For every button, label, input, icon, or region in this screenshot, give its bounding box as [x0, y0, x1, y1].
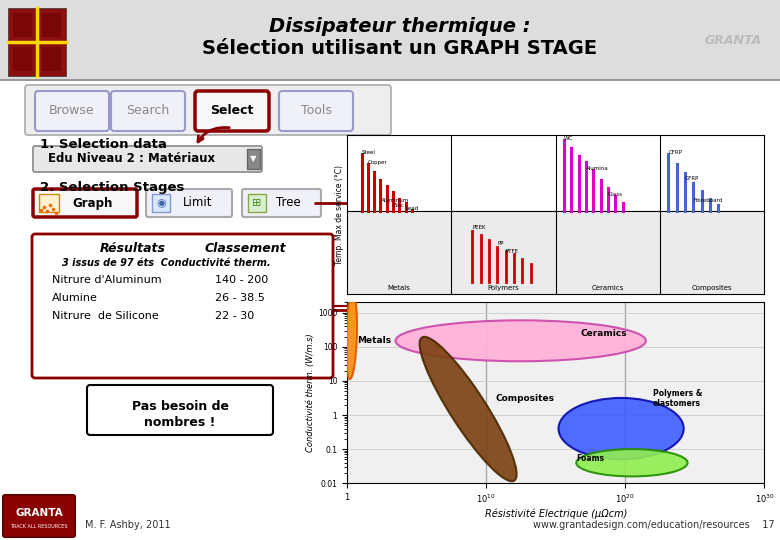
Text: ▼: ▼ — [250, 154, 257, 164]
Text: GRANTA: GRANTA — [15, 508, 63, 518]
FancyBboxPatch shape — [0, 80, 780, 540]
FancyBboxPatch shape — [35, 91, 109, 131]
Y-axis label: Temp. Max de service (°C): Temp. Max de service (°C) — [335, 165, 344, 265]
FancyBboxPatch shape — [242, 189, 321, 217]
FancyBboxPatch shape — [111, 91, 185, 131]
FancyBboxPatch shape — [32, 234, 333, 378]
FancyBboxPatch shape — [247, 149, 260, 169]
Text: Metals: Metals — [388, 285, 411, 291]
Text: Résultats: Résultats — [100, 242, 166, 255]
Text: Classement: Classement — [205, 242, 286, 255]
FancyBboxPatch shape — [146, 189, 232, 217]
Text: 1. Selection data: 1. Selection data — [40, 138, 167, 152]
FancyBboxPatch shape — [42, 47, 61, 71]
Text: Lead: Lead — [406, 206, 419, 211]
Text: Select: Select — [211, 105, 254, 118]
FancyBboxPatch shape — [279, 91, 353, 131]
Text: Aluminum: Aluminum — [381, 198, 409, 203]
Text: Alumine: Alumine — [52, 293, 98, 303]
FancyBboxPatch shape — [42, 13, 61, 37]
Text: Ceramics: Ceramics — [592, 285, 624, 291]
Text: GRANTA: GRANTA — [705, 35, 762, 48]
Text: Limit: Limit — [183, 197, 213, 210]
FancyBboxPatch shape — [87, 385, 273, 435]
Text: 2. Selection Stages: 2. Selection Stages — [40, 181, 184, 194]
Text: 26 - 38.5: 26 - 38.5 — [215, 293, 265, 303]
Text: Alumina: Alumina — [586, 166, 608, 171]
Text: Search: Search — [126, 105, 169, 118]
Text: PTFE: PTFE — [505, 249, 519, 254]
FancyBboxPatch shape — [248, 194, 266, 212]
FancyBboxPatch shape — [13, 13, 32, 37]
Text: Steel: Steel — [362, 150, 376, 155]
Text: Nitrure  de Silicone: Nitrure de Silicone — [52, 311, 159, 321]
FancyBboxPatch shape — [25, 85, 391, 135]
Text: Edu Niveau 2 : Matériaux: Edu Niveau 2 : Matériaux — [48, 152, 215, 165]
Y-axis label: Conductivité therm. (W/m.s): Conductivité therm. (W/m.s) — [307, 334, 315, 452]
Text: GFRP: GFRP — [685, 176, 700, 180]
Text: Pas besoin de: Pas besoin de — [132, 401, 229, 414]
Text: Browse: Browse — [49, 105, 95, 118]
Text: Nitrure d'Aluminum: Nitrure d'Aluminum — [52, 275, 161, 285]
Text: Graph: Graph — [73, 197, 113, 210]
FancyBboxPatch shape — [8, 8, 66, 76]
FancyBboxPatch shape — [152, 194, 170, 212]
Text: 140 - 200: 140 - 200 — [215, 275, 268, 285]
Text: Polymers: Polymers — [488, 285, 519, 291]
Text: Sélection utilisant un GRAPH STAGE: Sélection utilisant un GRAPH STAGE — [203, 39, 597, 58]
Text: Glass: Glass — [608, 192, 623, 197]
Text: www.grantadesign.com/education/resources    17: www.grantadesign.com/education/resources… — [534, 520, 775, 530]
Text: Composites: Composites — [692, 285, 732, 291]
Text: ◉: ◉ — [156, 198, 166, 208]
Text: M. F. Ashby, 2011: M. F. Ashby, 2011 — [85, 520, 171, 530]
FancyBboxPatch shape — [13, 47, 32, 71]
Text: Zinc: Zinc — [393, 202, 405, 208]
Text: Tools: Tools — [300, 105, 332, 118]
FancyBboxPatch shape — [39, 194, 59, 212]
Text: WC: WC — [564, 136, 573, 141]
Text: nombres !: nombres ! — [144, 416, 216, 429]
Text: 3 issus de 97 éts  Conductivité therm.: 3 issus de 97 éts Conductivité therm. — [62, 258, 271, 268]
Text: 200 ºC: 200 ºC — [715, 208, 762, 221]
Text: TRACK ALL RESOURCES: TRACK ALL RESOURCES — [10, 523, 68, 529]
FancyBboxPatch shape — [3, 495, 75, 537]
FancyBboxPatch shape — [33, 189, 137, 217]
X-axis label: Résistivité Electrique (μΩcm): Résistivité Electrique (μΩcm) — [484, 508, 627, 519]
Text: PP: PP — [498, 241, 504, 246]
Text: Tree: Tree — [275, 197, 300, 210]
Text: 22 - 30: 22 - 30 — [215, 311, 254, 321]
FancyBboxPatch shape — [0, 0, 780, 80]
Text: CFRP: CFRP — [668, 150, 682, 155]
Text: PEEK: PEEK — [473, 225, 486, 230]
Text: ⊞: ⊞ — [252, 198, 261, 208]
FancyBboxPatch shape — [195, 91, 269, 131]
Text: Fibreboard: Fibreboard — [693, 198, 723, 203]
Text: Copper: Copper — [368, 160, 388, 165]
FancyBboxPatch shape — [33, 146, 262, 172]
Text: Dissipateur thermique :: Dissipateur thermique : — [269, 17, 530, 36]
